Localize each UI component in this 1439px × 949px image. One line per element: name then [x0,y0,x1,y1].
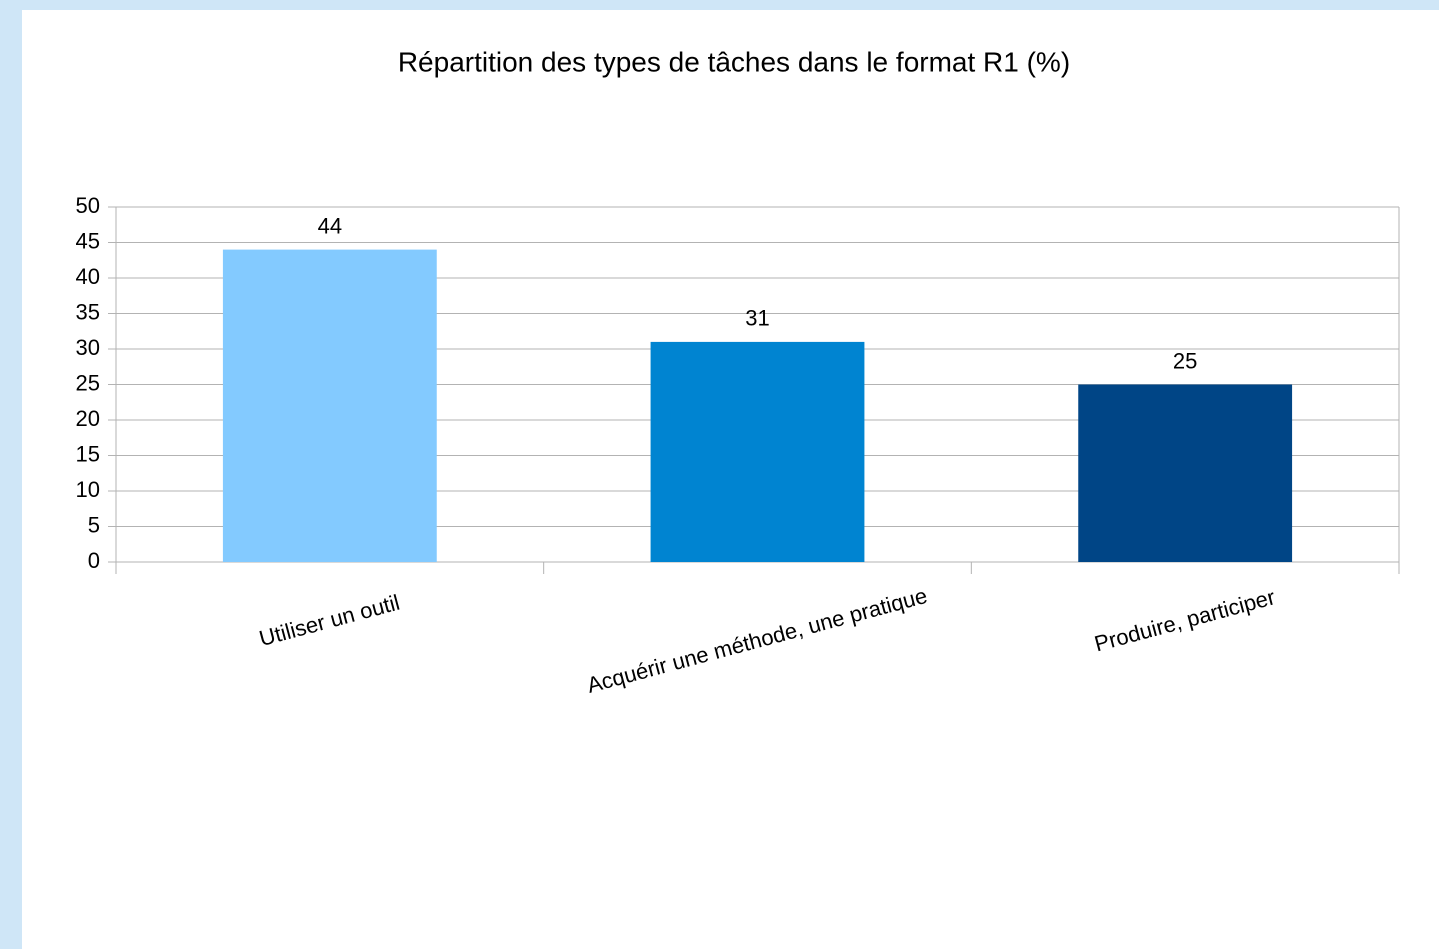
data-label: 31 [745,306,769,331]
bar [650,341,865,562]
y-tick-label: 35 [76,299,100,324]
y-tick-label: 20 [76,406,100,431]
data-label: 25 [1173,348,1197,373]
y-tick-label: 0 [88,548,100,573]
y-tick-label: 30 [76,335,100,360]
y-tick-label: 15 [76,441,100,466]
y-tick-label: 25 [76,370,100,395]
y-tick-label: 10 [76,477,100,502]
data-label: 44 [318,213,342,238]
y-tick-label: 50 [76,193,100,218]
chart-title: Répartition des types de tâches dans le … [398,46,1070,77]
y-tick-label: 5 [88,512,100,537]
y-tick-label: 45 [76,228,100,253]
bar [222,249,437,562]
y-tick-label: 40 [76,264,100,289]
bar [1078,384,1293,562]
